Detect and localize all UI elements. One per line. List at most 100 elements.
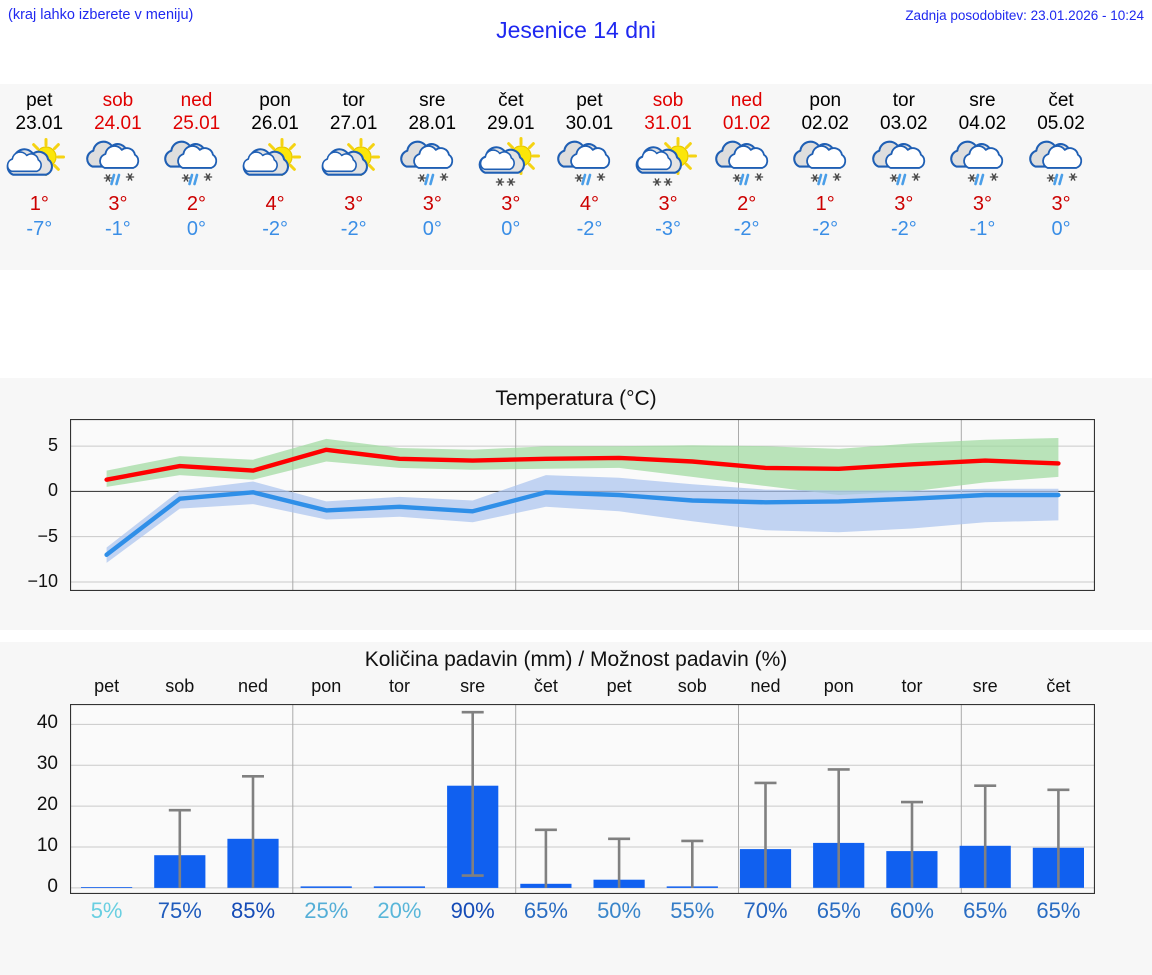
temperature-chart-section: Temperatura (°C) 50−5−10 © vreme.us & vr… [0,378,1152,862]
temp-max: 3° [972,193,992,215]
temperature-tick-label: 0 [47,480,58,501]
precipitation-tick-label: 20 [36,794,58,816]
precipitation-day-label: pet [94,676,120,696]
precipitation-tick-label: 40 [36,712,58,734]
precipitation-chart-section: Količina padavin (mm) / Možnost padavin … [0,642,1152,975]
page-title: Jesenice 14 dni [496,17,656,43]
temperature-svg [69,418,1096,592]
day-column[interactable]: pon 26.01 4° -2° [236,84,315,270]
day-of-week: pet [26,90,53,111]
precipitation-day-label: tor [388,676,410,696]
temperature-tick-label: −10 [27,570,58,591]
temp-max: 3° [1051,193,1071,215]
precipitation-probability: 55% [670,898,715,923]
temp-max: 3° [658,193,678,215]
precipitation-probability: 75% [157,898,202,923]
precipitation-probability: 65% [816,898,861,923]
temperature-tick-label: 5 [47,435,58,456]
cloud-rain-snow-icon [945,136,1019,192]
day-date: 26.01 [251,113,299,134]
precipitation-day-label: čet [1046,676,1071,696]
day-column[interactable]: ned 01.02 2° -2° [707,84,786,270]
day-column[interactable]: pon 02.02 1° -2° [786,84,865,270]
day-date: 24.01 [94,113,142,134]
sun-cloud-icon [2,136,76,192]
precipitation-tick-label: 30 [36,753,58,775]
precipitation-probability: 60% [889,898,934,923]
precipitation-day-label: pet [606,676,632,696]
precipitation-probability: 70% [743,898,788,923]
cloud-rain-snow-icon [159,136,233,192]
temp-min: -2° [733,218,760,240]
temp-max: 3° [344,193,364,215]
precipitation-probability: 25% [304,898,349,923]
temp-max: 1° [29,193,49,215]
day-column[interactable]: pet 23.01 1° -7° [0,84,79,270]
day-of-week: čet [1048,90,1074,111]
temp-max: 2° [737,193,757,215]
day-date: 03.02 [880,113,928,134]
sun-cloud-icon [317,136,391,192]
day-date: 25.01 [172,113,221,134]
temp-min: -7° [26,218,53,240]
cloud-rain-snow-icon [710,136,784,192]
precipitation-day-label: pon [823,676,854,696]
temp-min: -2° [262,218,288,240]
day-date: 29.01 [487,113,535,134]
location-hint: (kraj lahko izberete v meniju) [8,7,194,23]
day-of-week: čet [498,90,524,111]
precipitation-day-label: tor [901,676,923,696]
precipitation-day-label: sre [460,676,486,696]
precipitation-day-label: sob [677,676,707,696]
day-of-week: sob [102,90,134,111]
temperature-tick-label: −5 [37,525,58,546]
temp-min: 0° [186,218,207,240]
temperature-chart-title: Temperatura (°C) [495,387,657,410]
day-of-week: ned [180,90,213,111]
precipitation-day-label: čet [533,676,558,696]
precipitation-probability-row: 5% 75% 85% 25% 20% 90% 65% 50% 55% 70% 65% 60% 65% 65… [0,898,1152,938]
temp-min: 0° [501,218,521,240]
day-date: 02.02 [801,113,849,134]
sun-cloud-snow-icon [631,136,705,192]
last-updated: Zadnja posodobitev: 23.01.2026 - 10:24 [905,8,1144,23]
day-column[interactable]: tor 03.02 3° -2° [865,84,944,270]
day-of-week: sob [652,90,684,111]
day-column[interactable]: sre 28.01 3° 0° [393,84,472,270]
precipitation-probability: 50% [597,898,642,923]
precipitation-tick-label: 10 [36,835,58,856]
day-date: 23.01 [15,113,64,134]
day-of-week: pon [259,90,291,111]
temp-min: -1° [969,218,996,240]
day-date: 01.02 [722,113,771,134]
precipitation-day-labels: pet sob ned pon tor sre čet pet sob ned pon tor sre č… [0,676,1152,700]
temp-max: 2° [186,193,207,215]
day-of-week: tor [892,90,915,111]
day-column[interactable]: sob 31.01 3° -3° [629,84,708,270]
day-date: 04.02 [958,113,1007,134]
temp-min: 0° [422,218,442,240]
precipitation-probability: 65% [523,898,568,923]
temp-max: 3° [894,193,914,215]
temp-max: 3° [422,193,442,215]
temp-min: -1° [105,218,131,240]
precipitation-day-label: pon [311,676,342,696]
day-column[interactable]: ned 25.01 2° 0° [157,84,236,270]
cloud-rain-snow-icon [81,136,155,192]
cloud-rain-snow-icon [788,136,862,192]
day-column[interactable]: tor 27.01 3° -2° [314,84,393,270]
temp-max: 3° [108,193,128,215]
day-column[interactable]: sre 04.02 3° -1° [943,84,1022,270]
temp-min: -2° [890,218,917,240]
precipitation-plot [69,703,1096,895]
precipitation-svg [69,703,1096,895]
day-column[interactable]: pet 30.01 4° -2° [550,84,629,270]
day-column[interactable]: čet 29.01 3° 0° [472,84,551,270]
temperature-plot [69,418,1096,592]
day-column[interactable]: sob 24.01 3° -1° [79,84,158,270]
day-date: 31.01 [644,113,692,134]
precipitation-probability: 90% [450,898,495,923]
page-header: (kraj lahko izberete v meniju) Jesenice … [0,0,1152,62]
day-column[interactable]: čet 05.02 3° 0° [1022,84,1101,270]
precipitation-day-label: ned [750,676,781,696]
